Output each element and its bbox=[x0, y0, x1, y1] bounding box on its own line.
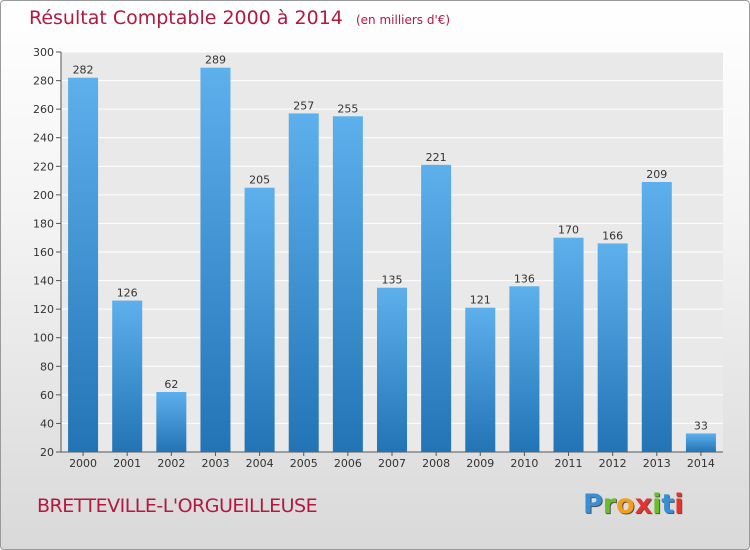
bar bbox=[597, 243, 628, 452]
chart-unit-label: (en milliers d'€) bbox=[355, 13, 451, 27]
bar bbox=[112, 300, 143, 452]
x-tick-label: 2008 bbox=[422, 457, 450, 470]
bar bbox=[465, 307, 496, 452]
logo-letter: o bbox=[616, 489, 635, 520]
y-tick-label: 260 bbox=[33, 103, 54, 116]
bar bbox=[641, 182, 672, 452]
bar bbox=[200, 67, 231, 452]
y-tick-label: 240 bbox=[33, 132, 54, 145]
bar bbox=[376, 287, 408, 452]
chart-title: Résultat Comptable 2000 à 2014 bbox=[29, 7, 343, 29]
proxiti-logo: Proxiti bbox=[583, 489, 684, 520]
data-label: 209 bbox=[646, 168, 667, 181]
data-label: 282 bbox=[73, 64, 94, 77]
bar bbox=[553, 237, 584, 452]
data-label: 166 bbox=[602, 229, 623, 242]
data-label: 121 bbox=[470, 294, 491, 307]
data-label: 205 bbox=[249, 174, 270, 187]
logo-letter: t bbox=[661, 489, 675, 520]
x-tick-label: 2005 bbox=[290, 457, 318, 470]
y-tick-label: 180 bbox=[33, 217, 54, 230]
data-label: 257 bbox=[293, 99, 314, 112]
x-tick-label: 2007 bbox=[378, 457, 406, 470]
x-tick-label: 2011 bbox=[555, 457, 583, 470]
data-label: 135 bbox=[382, 274, 403, 287]
y-tick-label: 40 bbox=[40, 417, 54, 430]
x-tick-label: 2003 bbox=[201, 457, 229, 470]
x-tick-label: 2000 bbox=[69, 457, 97, 470]
bar bbox=[68, 77, 99, 452]
logo-letter: r bbox=[602, 489, 617, 520]
y-tick-label: 200 bbox=[33, 189, 54, 202]
logo-letter: P bbox=[583, 489, 603, 520]
y-tick-label: 60 bbox=[40, 389, 54, 402]
data-label: 221 bbox=[426, 151, 447, 164]
commune-name: BRETTEVILLE-L'ORGUEILLEUSE bbox=[37, 495, 318, 517]
x-tick-label: 2009 bbox=[466, 457, 494, 470]
x-tick-label: 2004 bbox=[246, 457, 274, 470]
data-label: 170 bbox=[558, 224, 579, 237]
x-tick-label: 2013 bbox=[643, 457, 671, 470]
data-label: 255 bbox=[337, 102, 358, 115]
bar bbox=[156, 392, 187, 452]
data-label: 289 bbox=[205, 54, 226, 67]
x-tick-label: 2014 bbox=[687, 457, 715, 470]
y-tick-label: 160 bbox=[33, 246, 54, 259]
logo-letter: i bbox=[652, 489, 662, 520]
bar bbox=[509, 286, 540, 452]
y-tick-label: 280 bbox=[33, 75, 54, 88]
y-tick-label: 20 bbox=[40, 446, 54, 459]
x-tick-label: 2002 bbox=[157, 457, 185, 470]
y-tick-label: 220 bbox=[33, 160, 54, 173]
bar bbox=[332, 116, 363, 453]
data-label: 136 bbox=[514, 272, 535, 285]
data-label: 33 bbox=[694, 419, 708, 432]
logo-letter: i bbox=[674, 489, 684, 520]
bar bbox=[244, 187, 275, 452]
bar bbox=[421, 164, 452, 452]
y-tick-label: 80 bbox=[40, 360, 54, 373]
x-tick-label: 2010 bbox=[510, 457, 538, 470]
bar bbox=[288, 113, 319, 452]
y-tick-label: 140 bbox=[33, 275, 54, 288]
x-tick-label: 2001 bbox=[113, 457, 141, 470]
y-tick-label: 120 bbox=[33, 303, 54, 316]
y-tick-label: 100 bbox=[33, 332, 54, 345]
x-tick-label: 2012 bbox=[599, 457, 627, 470]
data-label: 62 bbox=[164, 378, 178, 391]
x-tick-label: 2006 bbox=[334, 457, 362, 470]
bar bbox=[685, 433, 716, 452]
data-label: 126 bbox=[117, 287, 138, 300]
y-tick-label: 300 bbox=[33, 46, 54, 59]
logo-letter: x bbox=[634, 489, 653, 520]
chart-title-block: Résultat Comptable 2000 à 2014 (en milli… bbox=[29, 7, 450, 29]
